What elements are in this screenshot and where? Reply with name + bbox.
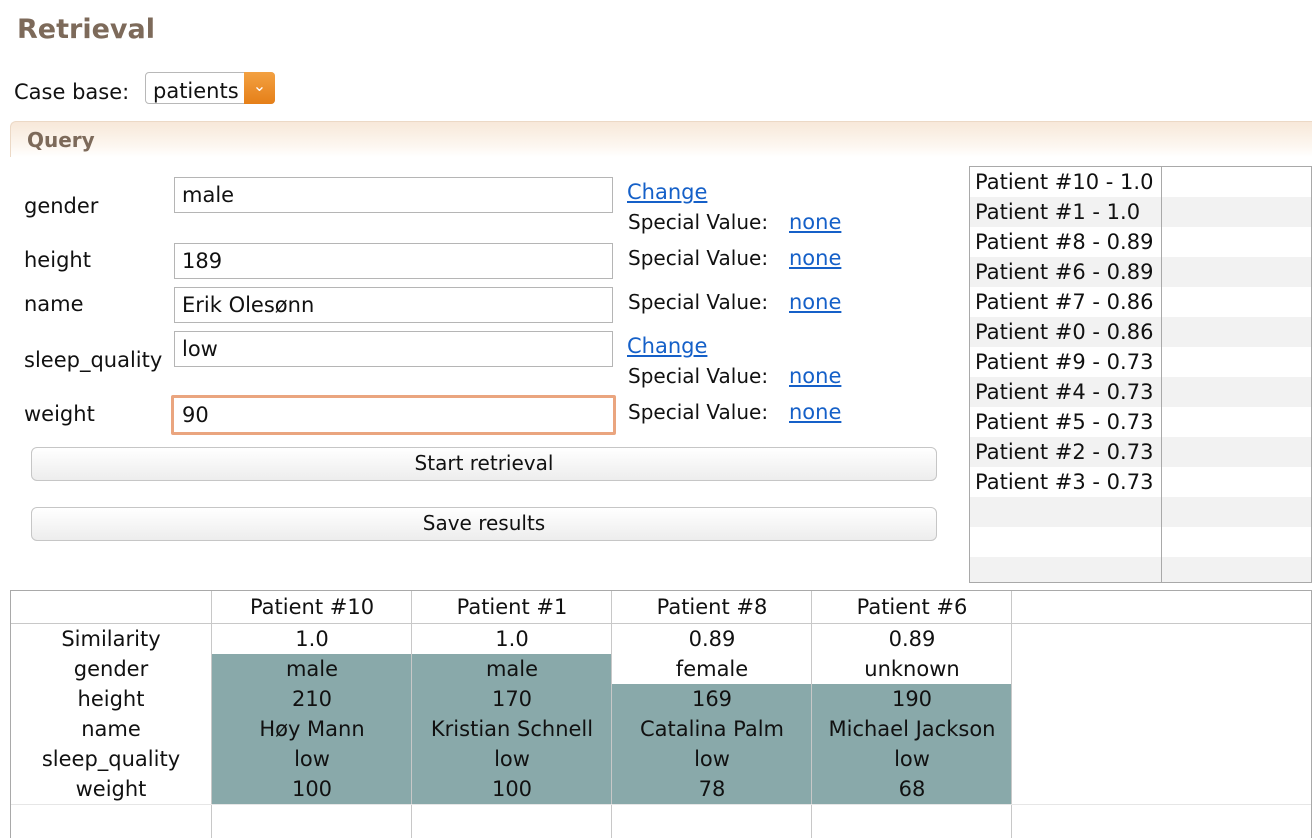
list-item[interactable]: Patient #6 - 0.89 <box>970 257 1311 287</box>
chevron-down-icon[interactable]: ⌄ <box>244 72 275 104</box>
comparison-table[interactable]: Patient #10 Patient #1 Patient #8 Patien… <box>10 590 1312 838</box>
table-cell: Høy Mann <box>259 717 365 741</box>
column-header[interactable]: Patient #8 <box>656 595 768 619</box>
gender-input[interactable] <box>174 177 613 213</box>
field-label-gender: gender <box>24 194 99 218</box>
list-item[interactable]: Patient #1 - 1.0 <box>970 197 1311 227</box>
row-label: name <box>81 717 141 741</box>
name-special-value-label: Special Value: <box>628 290 769 314</box>
gender-special-value-label: Special Value: <box>628 210 769 234</box>
table-cell: 1.0 <box>495 627 529 651</box>
start-retrieval-button[interactable]: Start retrieval <box>31 447 937 481</box>
sleep-quality-input[interactable] <box>174 331 613 367</box>
page-title: Retrieval <box>17 14 155 45</box>
row-label: height <box>77 687 145 711</box>
column-header[interactable]: Patient #6 <box>856 595 968 619</box>
table-cell: female <box>675 657 749 681</box>
table-cell: 0.89 <box>688 627 736 651</box>
gender-change-link[interactable]: Change <box>627 180 708 204</box>
height-special-value-label: Special Value: <box>628 246 769 270</box>
row-label: sleep_quality <box>41 747 181 771</box>
row-label: weight <box>75 777 147 801</box>
table-cell: 170 <box>491 687 533 711</box>
grid-line <box>211 591 212 838</box>
gender-special-value-link[interactable]: none <box>789 210 842 234</box>
grid-line <box>11 804 1311 805</box>
list-item[interactable]: Patient #9 - 0.73 <box>975 350 1154 374</box>
grid-line <box>411 591 412 838</box>
weight-input[interactable] <box>171 395 616 435</box>
grid-line <box>1011 591 1012 838</box>
table-cell: 210 <box>291 687 333 711</box>
list-item[interactable]: Patient #8 - 0.89 <box>975 230 1154 254</box>
table-cell: low <box>694 747 730 771</box>
highlight-block <box>212 654 412 804</box>
table-cell: Michael Jackson <box>828 717 996 741</box>
query-section-header: Query <box>10 121 1312 157</box>
table-cell: male <box>485 657 539 681</box>
sleep-quality-special-value-label: Special Value: <box>628 364 769 388</box>
table-cell: 100 <box>491 777 533 801</box>
sleep-quality-change-link[interactable]: Change <box>627 334 708 358</box>
table-cell: 169 <box>691 687 733 711</box>
table-cell: 190 <box>891 687 933 711</box>
list-item[interactable]: Patient #5 - 0.73 <box>975 410 1154 434</box>
table-cell: 1.0 <box>295 627 329 651</box>
table-cell: low <box>294 747 330 771</box>
weight-special-value-label: Special Value: <box>628 400 769 424</box>
list-item[interactable]: Patient #10 - 1.0 <box>975 170 1154 194</box>
casebase-label: Case base: <box>14 80 130 104</box>
highlight-block <box>612 684 812 804</box>
field-label-name: name <box>24 292 84 316</box>
table-cell: Kristian Schnell <box>430 717 594 741</box>
field-label-sleep-quality: sleep_quality <box>24 348 163 372</box>
highlight-block <box>812 684 1012 804</box>
field-label-height: height <box>24 248 91 272</box>
name-special-value-link[interactable]: none <box>789 290 842 314</box>
table-cell: low <box>494 747 530 771</box>
list-item[interactable]: Patient #7 - 0.86 <box>975 290 1154 314</box>
table-cell: Catalina Palm <box>639 717 785 741</box>
list-item[interactable]: Patient #2 - 0.73 <box>970 437 1311 467</box>
grid-line <box>611 591 612 838</box>
row-label: Similarity <box>61 627 161 651</box>
height-input[interactable] <box>174 243 613 279</box>
grid-line <box>811 591 812 838</box>
field-label-weight: weight <box>24 402 95 426</box>
list-column-divider <box>1161 167 1162 582</box>
casebase-value: patients <box>153 79 239 103</box>
table-cell: male <box>285 657 339 681</box>
query-section-title: Query <box>27 128 95 152</box>
weight-special-value-link[interactable]: none <box>789 400 842 424</box>
table-cell: 0.89 <box>888 627 936 651</box>
list-item[interactable]: Patient #4 - 0.73 <box>970 377 1311 407</box>
sleep-quality-special-value-link[interactable]: none <box>789 364 842 388</box>
table-cell: 68 <box>898 777 926 801</box>
list-empty-row <box>970 497 1311 527</box>
list-item[interactable]: Patient #0 - 0.86 <box>970 317 1311 347</box>
table-cell: unknown <box>864 657 960 681</box>
casebase-select[interactable]: patients ⌄ <box>145 72 275 104</box>
table-cell: low <box>894 747 930 771</box>
highlight-block <box>412 654 612 804</box>
list-empty-row <box>970 557 1311 582</box>
height-special-value-link[interactable]: none <box>789 246 842 270</box>
table-cell: 100 <box>291 777 333 801</box>
results-list[interactable]: Patient #10 - 1.0 Patient #1 - 1.0 Patie… <box>969 166 1312 583</box>
save-results-button[interactable]: Save results <box>31 507 937 541</box>
column-header[interactable]: Patient #1 <box>456 595 568 619</box>
name-input[interactable] <box>174 287 613 323</box>
row-label: gender <box>73 657 149 681</box>
column-header[interactable]: Patient #10 <box>249 595 375 619</box>
table-cell: 78 <box>698 777 726 801</box>
list-item[interactable]: Patient #3 - 0.73 <box>975 470 1154 494</box>
list-empty-row <box>970 527 1311 557</box>
grid-line <box>11 623 1311 624</box>
